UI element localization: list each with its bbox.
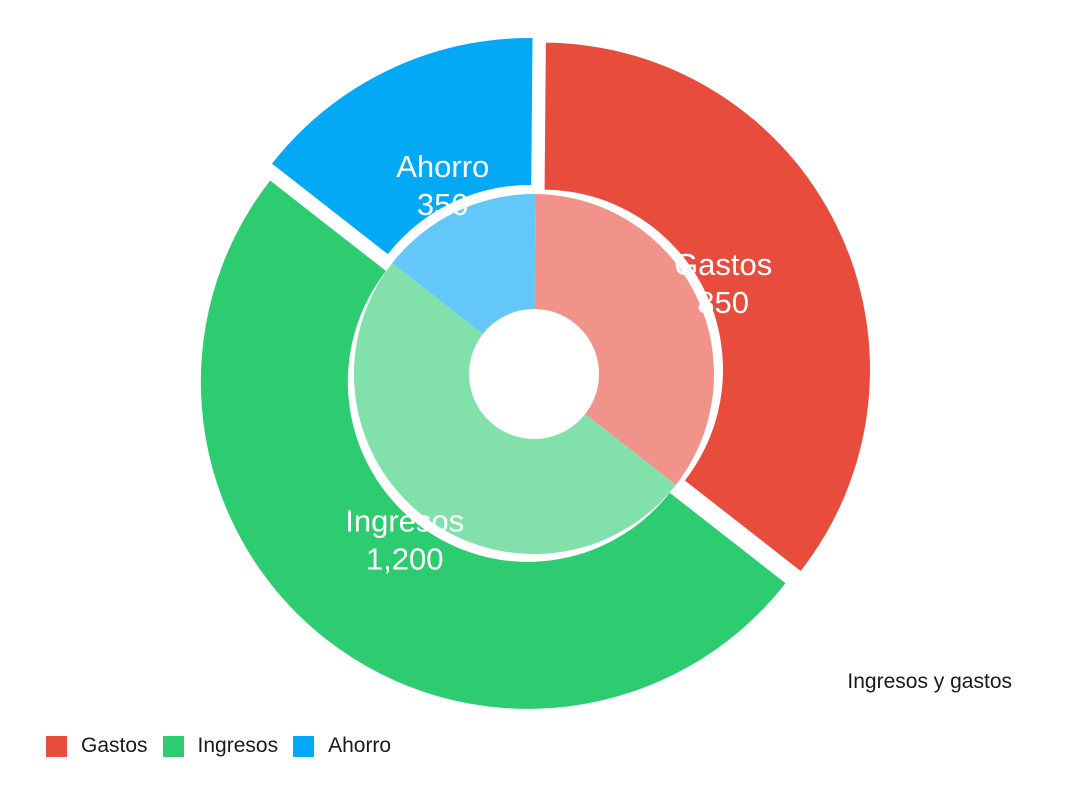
slice-label-gastos: Gastos bbox=[674, 247, 772, 282]
slice-value-ingresos: 1,200 bbox=[366, 541, 444, 576]
slice-label-ahorro: Ahorro bbox=[396, 149, 489, 184]
slice-outer-gastos[interactable] bbox=[544, 42, 871, 571]
slice-value-ahorro: 350 bbox=[417, 187, 469, 222]
legend-item-ingresos[interactable]: Ingresos bbox=[162, 734, 279, 758]
legend-label-gastos: Gastos bbox=[81, 734, 148, 757]
legend-swatch-ingresos bbox=[162, 735, 184, 757]
slice-label-ingresos: Ingresos bbox=[345, 503, 464, 538]
legend: Gastos Ingresos Ahorro bbox=[46, 734, 406, 758]
slice-outer-ingresos[interactable] bbox=[200, 180, 786, 709]
chart-title: Ingresos y gastos bbox=[847, 670, 1012, 693]
slice-value-gastos: 850 bbox=[697, 285, 749, 320]
slice-outer-ahorro[interactable] bbox=[271, 37, 533, 255]
legend-label-ahorro: Ahorro bbox=[328, 734, 392, 757]
slice-inner-ingresos[interactable] bbox=[354, 263, 676, 554]
legend-label-ingresos: Ingresos bbox=[197, 734, 279, 757]
slice-inner-gastos[interactable] bbox=[534, 194, 714, 485]
legend-item-gastos[interactable]: Gastos bbox=[46, 734, 148, 758]
slice-inner-ahorro[interactable] bbox=[392, 193, 536, 334]
legend-swatch-gastos bbox=[46, 735, 67, 757]
legend-swatch-ahorro bbox=[293, 735, 315, 757]
legend-item-ahorro[interactable]: Ahorro bbox=[293, 734, 391, 758]
